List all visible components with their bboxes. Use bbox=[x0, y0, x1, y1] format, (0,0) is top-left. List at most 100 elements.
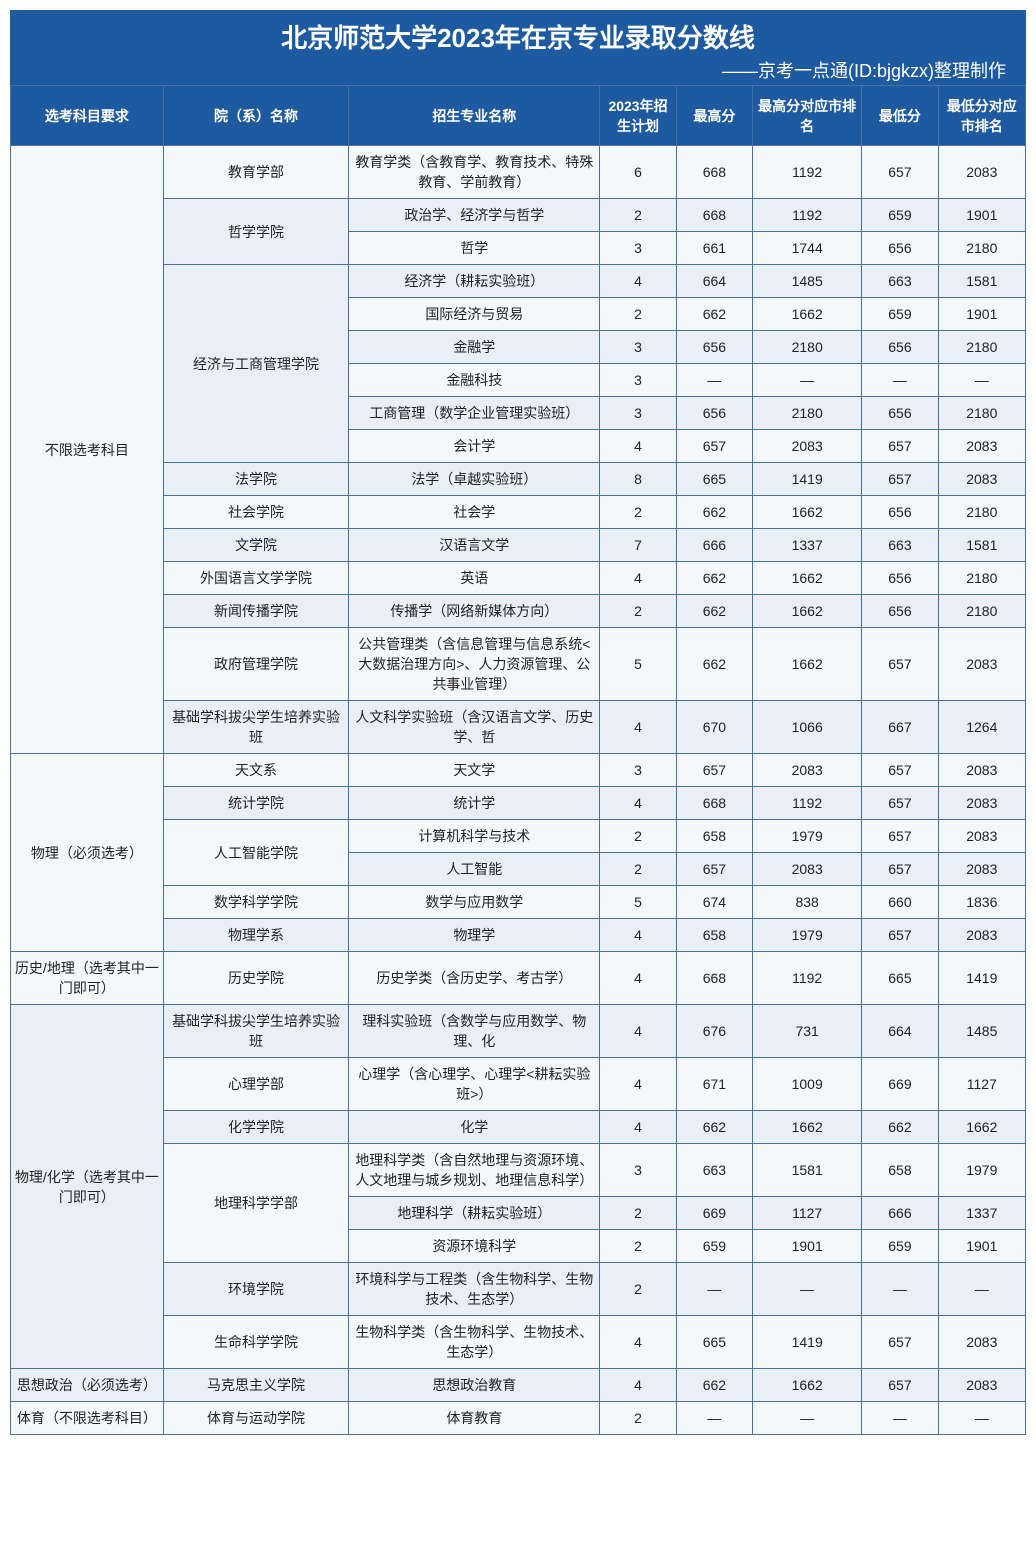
cell-dept: 地理科学学部 bbox=[163, 1144, 349, 1263]
cell-major: 思想政治教育 bbox=[349, 1369, 600, 1402]
cell-major: 理科实验班（含数学与应用数学、物理、化 bbox=[349, 1005, 600, 1058]
cell-dept: 外国语言文学学院 bbox=[163, 562, 349, 595]
cell-hirank: 1485 bbox=[753, 265, 862, 298]
cell-lorank: 2180 bbox=[938, 562, 1025, 595]
cell-dept: 天文系 bbox=[163, 754, 349, 787]
cell-req: 思想政治（必须选考） bbox=[11, 1369, 164, 1402]
cell-lo: 665 bbox=[862, 952, 938, 1005]
cell-hirank: 1979 bbox=[753, 919, 862, 952]
table-row: 经济与工商管理学院经济学（耕耘实验班）466414856631581 bbox=[11, 265, 1026, 298]
cell-hi: 668 bbox=[676, 199, 752, 232]
cell-plan: 4 bbox=[600, 919, 676, 952]
cell-hirank: 2180 bbox=[753, 331, 862, 364]
cell-hi: 665 bbox=[676, 1316, 752, 1369]
cell-major: 天文学 bbox=[349, 754, 600, 787]
cell-plan: 3 bbox=[600, 232, 676, 265]
cell-plan: 4 bbox=[600, 1111, 676, 1144]
cell-lorank: 2083 bbox=[938, 628, 1025, 701]
table-row: 人工智能学院计算机科学与技术265819796572083 bbox=[11, 820, 1026, 853]
cell-lorank: 2083 bbox=[938, 146, 1025, 199]
cell-lo: 657 bbox=[862, 754, 938, 787]
cell-hirank: 1901 bbox=[753, 1230, 862, 1263]
cell-plan: 4 bbox=[600, 265, 676, 298]
col-header-major: 招生专业名称 bbox=[349, 86, 600, 146]
cell-hi: 662 bbox=[676, 562, 752, 595]
table-row: 物理学系物理学465819796572083 bbox=[11, 919, 1026, 952]
cell-major: 生物科学类（含生物科学、生物技术、生态学） bbox=[349, 1316, 600, 1369]
cell-lo: — bbox=[862, 1263, 938, 1316]
cell-lo: 669 bbox=[862, 1058, 938, 1111]
table-row: 数学科学学院数学与应用数学56748386601836 bbox=[11, 886, 1026, 919]
cell-plan: 2 bbox=[600, 1263, 676, 1316]
cell-req: 物理（必须选考） bbox=[11, 754, 164, 952]
cell-major: 会计学 bbox=[349, 430, 600, 463]
cell-hirank: 1662 bbox=[753, 562, 862, 595]
cell-hi: 668 bbox=[676, 787, 752, 820]
cell-dept: 政府管理学院 bbox=[163, 628, 349, 701]
cell-lorank: 1485 bbox=[938, 1005, 1025, 1058]
cell-plan: 2 bbox=[600, 199, 676, 232]
cell-lorank: 1127 bbox=[938, 1058, 1025, 1111]
cell-hirank: — bbox=[753, 1263, 862, 1316]
table-row: 思想政治（必须选考）马克思主义学院思想政治教育466216626572083 bbox=[11, 1369, 1026, 1402]
cell-hi: 658 bbox=[676, 820, 752, 853]
cell-hirank: 1662 bbox=[753, 1111, 862, 1144]
cell-hi: — bbox=[676, 1263, 752, 1316]
cell-major: 经济学（耕耘实验班） bbox=[349, 265, 600, 298]
cell-major: 教育学类（含教育学、教育技术、特殊教育、学前教育） bbox=[349, 146, 600, 199]
cell-dept: 新闻传播学院 bbox=[163, 595, 349, 628]
cell-major: 人文科学实验班（含汉语言文学、历史学、哲 bbox=[349, 701, 600, 754]
cell-lo: 667 bbox=[862, 701, 938, 754]
cell-lo: 663 bbox=[862, 529, 938, 562]
cell-lo: 656 bbox=[862, 232, 938, 265]
cell-lo: 659 bbox=[862, 1230, 938, 1263]
cell-lorank: 2083 bbox=[938, 754, 1025, 787]
cell-hi: 662 bbox=[676, 298, 752, 331]
cell-plan: 2 bbox=[600, 298, 676, 331]
col-header-lo: 最低分 bbox=[862, 86, 938, 146]
col-header-hi: 最高分 bbox=[676, 86, 752, 146]
table-row: 体育（不限选考科目）体育与运动学院体育教育2———— bbox=[11, 1402, 1026, 1435]
cell-major: 心理学（含心理学、心理学<耕耘实验班>） bbox=[349, 1058, 600, 1111]
cell-hi: 670 bbox=[676, 701, 752, 754]
cell-dept: 物理学系 bbox=[163, 919, 349, 952]
cell-major: 环境科学与工程类（含生物科学、生物技术、生态学） bbox=[349, 1263, 600, 1316]
cell-hirank: 1662 bbox=[753, 1369, 862, 1402]
cell-hirank: 1192 bbox=[753, 199, 862, 232]
cell-dept: 人工智能学院 bbox=[163, 820, 349, 886]
cell-lo: 656 bbox=[862, 397, 938, 430]
cell-lorank: 1901 bbox=[938, 199, 1025, 232]
cell-major: 社会学 bbox=[349, 496, 600, 529]
table-row: 物理（必须选考）天文系天文学365720836572083 bbox=[11, 754, 1026, 787]
table-row: 物理/化学（选考其中一门即可）基础学科拔尖学生培养实验班理科实验班（含数学与应用… bbox=[11, 1005, 1026, 1058]
page-subtitle: ——京考一点通(ID:bjgkzx)整理制作 bbox=[10, 57, 1026, 83]
cell-plan: 5 bbox=[600, 628, 676, 701]
cell-dept: 统计学院 bbox=[163, 787, 349, 820]
cell-hi: 662 bbox=[676, 496, 752, 529]
table-body: 不限选考科目教育学部教育学类（含教育学、教育技术、特殊教育、学前教育）66681… bbox=[11, 146, 1026, 1435]
table-row: 基础学科拔尖学生培养实验班人文科学实验班（含汉语言文学、历史学、哲4670106… bbox=[11, 701, 1026, 754]
cell-hirank: 1337 bbox=[753, 529, 862, 562]
cell-hirank: 1662 bbox=[753, 496, 862, 529]
cell-lorank: 1581 bbox=[938, 265, 1025, 298]
cell-lorank: 2083 bbox=[938, 1369, 1025, 1402]
cell-major: 金融科技 bbox=[349, 364, 600, 397]
cell-hi: 668 bbox=[676, 952, 752, 1005]
cell-hirank: 1192 bbox=[753, 952, 862, 1005]
cell-hi: 663 bbox=[676, 1144, 752, 1197]
cell-lo: 658 bbox=[862, 1144, 938, 1197]
cell-lo: 660 bbox=[862, 886, 938, 919]
cell-major: 历史学类（含历史学、考古学） bbox=[349, 952, 600, 1005]
cell-hi: 669 bbox=[676, 1197, 752, 1230]
cell-hi: 661 bbox=[676, 232, 752, 265]
cell-major: 法学（卓越实验班） bbox=[349, 463, 600, 496]
cell-major: 传播学（网络新媒体方向） bbox=[349, 595, 600, 628]
col-header-hirank: 最高分对应市排名 bbox=[753, 86, 862, 146]
table-row: 化学学院化学466216626621662 bbox=[11, 1111, 1026, 1144]
cell-dept: 教育学部 bbox=[163, 146, 349, 199]
cell-plan: 4 bbox=[600, 430, 676, 463]
table-row: 历史/地理（选考其中一门即可）历史学院历史学类（含历史学、考古学）4668119… bbox=[11, 952, 1026, 1005]
cell-hi: 665 bbox=[676, 463, 752, 496]
cell-lorank: 1662 bbox=[938, 1111, 1025, 1144]
cell-lo: 656 bbox=[862, 595, 938, 628]
